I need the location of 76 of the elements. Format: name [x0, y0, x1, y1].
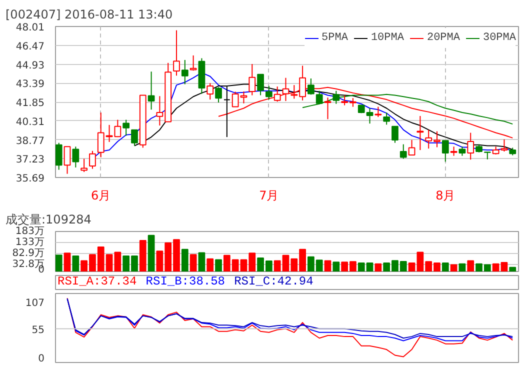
candlestick: [400, 144, 407, 160]
bar: [509, 266, 516, 272]
y-tick-label: 38.77: [16, 136, 45, 147]
bar: [56, 254, 62, 272]
bar: [324, 260, 332, 272]
candlestick: [80, 158, 88, 172]
bar: [206, 258, 214, 272]
candlestick: [215, 86, 222, 103]
y-tick-label: 44.93: [16, 60, 45, 72]
y-tick-label: 0: [38, 353, 45, 364]
y-tick-label: 43.39: [16, 79, 45, 90]
candlestick: [308, 78, 314, 96]
y-tick-label: 41.85: [16, 98, 45, 109]
y-tick-label: 133万: [15, 236, 45, 248]
candlestick: [206, 82, 214, 100]
candlestick: [392, 126, 398, 144]
candlestick: [408, 139, 416, 156]
line-series: [66, 298, 514, 358]
bar: [72, 255, 80, 272]
candlestick: [450, 146, 458, 156]
candlestick: [374, 106, 382, 118]
candlestick: [265, 85, 272, 100]
series-label: RSI_A:37.34: [58, 274, 137, 288]
candlestick: [72, 146, 80, 168]
legend-label: 5PMA: [322, 32, 348, 44]
bar: [450, 264, 458, 272]
y-tick-label: 55: [32, 324, 45, 336]
bar: [332, 262, 340, 272]
y-tick-label: 37.23: [16, 154, 45, 166]
bar: [442, 262, 449, 272]
candlestick: [181, 59, 188, 85]
y-tick-label: 35.69: [16, 174, 45, 184]
candlestick: [458, 146, 466, 156]
y-tick-label: 82.9万: [12, 248, 44, 259]
candlestick: [248, 64, 256, 96]
y-tick-label: 40.31: [16, 116, 45, 128]
candlestick: [56, 142, 62, 170]
candlestick: [190, 54, 197, 72]
bar: [64, 252, 71, 272]
candlestick: [148, 71, 155, 110]
candlestick: [89, 150, 96, 170]
y-tick-label: 183万: [15, 226, 45, 237]
y-tick-label: 48.01: [16, 22, 45, 34]
chart-title: 成交量:109284: [6, 212, 92, 226]
legend-label: 30PMA: [482, 32, 516, 44]
candlestick: [257, 74, 264, 96]
candlestick: [173, 30, 180, 76]
bar: [139, 240, 146, 272]
bar: [458, 263, 466, 272]
candlestick: [383, 112, 390, 126]
legend-label: 20PMA: [426, 32, 460, 44]
y-tick-label: 46.47: [16, 41, 45, 52]
bar: [190, 254, 197, 272]
x-tick-label: 8月: [436, 188, 456, 202]
candlestick: [122, 119, 130, 136]
x-tick-label: 7月: [259, 188, 279, 202]
bar: [181, 248, 188, 272]
candlestick: [442, 140, 449, 162]
line-series: [302, 94, 514, 125]
bar: [148, 234, 155, 272]
bar: [198, 252, 206, 272]
bar: [467, 260, 474, 272]
candlestick: [131, 129, 138, 146]
candlestick: [467, 132, 474, 160]
bar: [374, 263, 382, 272]
legend-label: 10PMA: [370, 32, 404, 44]
text: RSI_C:42.94: [234, 274, 314, 288]
candlestick: [223, 86, 230, 138]
candlestick: [324, 97, 332, 120]
x-tick-label: 6月: [91, 188, 111, 202]
y-tick-label: 107: [25, 298, 45, 309]
chart-title: [002407] 2016-08-11 13:40: [6, 8, 173, 22]
candlestick: [484, 152, 491, 160]
bar: [215, 259, 222, 272]
text: RSI_B:38.58: [146, 274, 226, 288]
candlestick: [64, 146, 71, 174]
